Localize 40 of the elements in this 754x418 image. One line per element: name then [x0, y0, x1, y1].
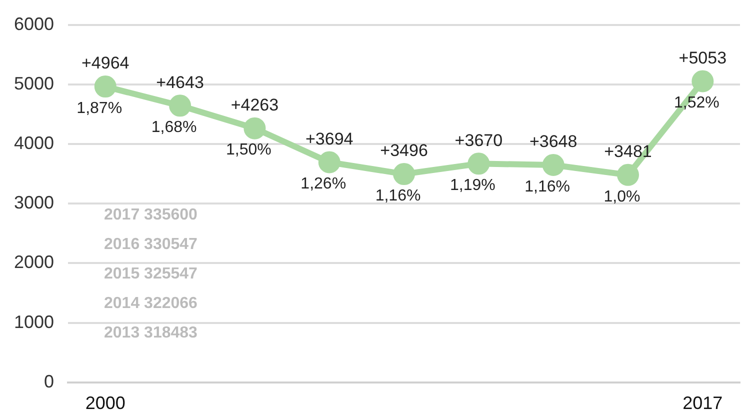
annotation: 1,68% [151, 119, 197, 136]
data-label: +4263 [230, 96, 279, 115]
data-label: +3648 [529, 132, 578, 152]
data-label: +3496 [380, 141, 428, 160]
point [318, 151, 340, 174]
annotation: 2017 335600 [104, 206, 198, 224]
y-tick-label: 4000 [14, 132, 54, 153]
point [94, 76, 116, 98]
annotation: 2016 330547 [104, 236, 198, 253]
y-tick-label: 5000 [14, 73, 54, 94]
annotation: 1,26% [300, 176, 346, 193]
data-label: +3670 [454, 130, 503, 150]
annotation: 2015 325547 [104, 265, 198, 282]
data-label: +3694 [305, 129, 354, 148]
annotation: 1,0% [604, 188, 640, 206]
annotation: 1,16% [375, 187, 421, 204]
y-tick-label: 6000 [14, 14, 54, 34]
annotation: 1,52% [674, 94, 720, 112]
annotation: 1,50% [226, 142, 272, 159]
annotation: 1,19% [450, 177, 496, 194]
annotation: 1,87% [76, 100, 122, 117]
point [542, 154, 564, 176]
point [468, 152, 490, 175]
data-label: +4643 [156, 72, 204, 92]
x-tick-label: 2017 [682, 393, 723, 414]
annotation: 1,16% [524, 178, 570, 196]
data-label: +3481 [604, 142, 652, 162]
annotation: 2014 322066 [104, 294, 198, 312]
point [393, 163, 416, 186]
y-tick-label: 1000 [14, 312, 54, 332]
y-tick-label: 2000 [14, 252, 54, 272]
point [692, 70, 714, 92]
annotation: 2013 318483 [104, 324, 198, 342]
point [244, 117, 266, 140]
data-label: +4964 [82, 54, 130, 73]
point [617, 164, 640, 186]
data-label: +5053 [678, 48, 727, 68]
y-tick-label: 0 [44, 371, 54, 392]
point [169, 94, 192, 117]
y-tick-label: 3000 [14, 192, 54, 213]
